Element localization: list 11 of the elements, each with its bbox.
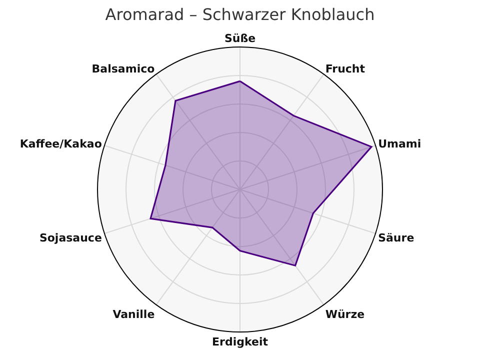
spoke-label: Balsamico [92, 62, 156, 76]
spoke-label: Umami [378, 138, 422, 151]
spoke-label: Sojasauce [39, 231, 102, 244]
spoke-label: Süße [224, 32, 256, 46]
spoke-label: Erdigkeit [212, 336, 268, 349]
spoke-label: Vanille [112, 308, 155, 322]
spoke-label: Säure [378, 231, 414, 244]
spoke-label: Würze [325, 308, 365, 322]
spoke-label: Frucht [325, 62, 366, 76]
chart-title: Aromarad – Schwarzer Knoblauch [105, 5, 375, 24]
spoke-label: Kaffee/Kakao [20, 138, 102, 151]
